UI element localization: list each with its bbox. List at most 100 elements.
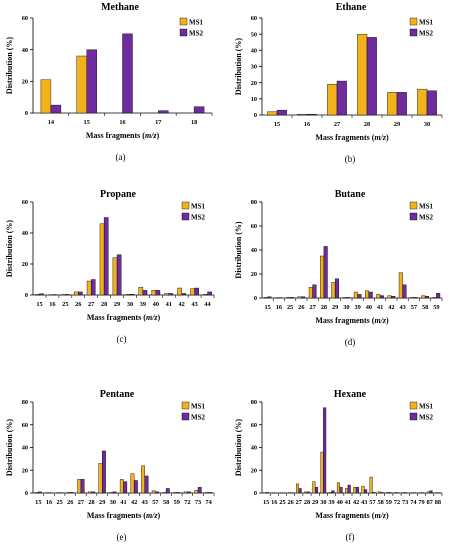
x-axis-label-part: )	[386, 316, 389, 325]
bar-ms2	[267, 296, 272, 299]
legend-swatch-ms1	[179, 17, 188, 26]
y-tick-label: 60	[22, 199, 28, 206]
x-axis-label-italic: m/z	[145, 131, 157, 140]
bar-ms2	[112, 491, 117, 494]
bar-ms1	[77, 479, 82, 494]
x-tick-label: 58	[422, 304, 428, 311]
x-axis-label-part: Mass fragments (	[87, 511, 146, 520]
x-tick-label: 14	[48, 119, 55, 126]
bar-ms1	[387, 92, 398, 116]
x-tick-label: 28	[304, 499, 310, 506]
y-tick-label: 20	[22, 467, 28, 474]
bar-ms1	[73, 291, 79, 296]
bar-ms1	[328, 492, 332, 494]
y-tick-label: 60	[251, 15, 257, 22]
y-tick-label: 20	[251, 80, 257, 87]
bar-ms2	[144, 475, 149, 494]
bar-ms1	[162, 492, 167, 494]
bar-ms1	[194, 489, 199, 494]
bar-ms2	[133, 480, 138, 494]
y-axis-label: Distribution (%)	[5, 419, 14, 476]
x-tick-label: 43	[361, 499, 367, 506]
legend-label-ms2: MS2	[191, 414, 206, 422]
x-tick-label: 88	[435, 499, 441, 506]
x-tick-label: 15	[263, 499, 269, 506]
x-tick-label: 30	[127, 301, 133, 308]
bar-ms1	[376, 294, 381, 299]
bar-ms2	[168, 293, 174, 296]
bar-ms2	[142, 290, 148, 296]
bar-ms1	[304, 491, 308, 494]
x-tick-label: 16	[271, 499, 277, 506]
x-tick-label: 27	[78, 499, 84, 506]
bar-ms1	[297, 113, 308, 116]
x-tick-label: 27	[334, 121, 340, 128]
x-axis-label-part: Mass fragments (	[315, 511, 374, 520]
x-tick-label: 57	[369, 499, 375, 506]
x-tick-label: 28	[364, 121, 370, 128]
panel-label: (d)	[345, 337, 356, 347]
bar-ms2	[276, 109, 287, 116]
x-tick-label: 15	[35, 499, 41, 506]
y-axis-label: Distribution (%)	[5, 220, 14, 277]
bar-ms2	[323, 246, 328, 299]
x-axis-label-part: Mass fragments (	[87, 313, 146, 322]
bar-ms2	[391, 296, 396, 299]
legend-swatch-ms2	[181, 212, 190, 221]
y-tick-label: 40	[22, 445, 28, 452]
bar-ms2	[265, 492, 269, 494]
x-tick-label: 57	[152, 499, 158, 506]
x-tick-label: 40	[153, 301, 159, 308]
x-tick-label: 16	[49, 301, 55, 308]
bar-ms1	[173, 492, 177, 494]
x-axis-label-italic: m/z	[374, 133, 386, 142]
bar-ms2	[103, 217, 109, 296]
x-tick-label: 26	[75, 301, 81, 308]
bar-ms2	[347, 484, 351, 494]
legend-label-ms1: MS1	[191, 403, 206, 411]
y-tick-label: 60	[22, 422, 28, 429]
bar-ms2	[314, 487, 319, 494]
bar-ms2	[194, 287, 199, 296]
y-axis-label: Distribution (%)	[5, 37, 14, 94]
bar-ms2	[346, 297, 351, 299]
bar-ms2	[306, 113, 317, 116]
bar-ms2	[355, 487, 359, 494]
bar-ms1	[417, 88, 428, 116]
chart-title: Ethane	[336, 2, 367, 13]
bar-ms2	[334, 278, 339, 299]
y-tick-label: 10	[251, 96, 257, 103]
bar-ms2	[436, 293, 441, 299]
bar-ms1	[402, 492, 406, 494]
bar-ms2	[426, 90, 437, 116]
x-tick-label: 41	[166, 301, 172, 308]
chart-panel-ethane: Ethane 0 10 20 30 40 50 60 15 16 27 28 29 30 Distribut…	[234, 2, 443, 164]
x-axis-label-part: )	[386, 133, 389, 142]
chart-title: Methane	[101, 2, 139, 13]
bar-ms2	[396, 92, 407, 116]
bar-ms2	[65, 294, 70, 296]
x-tick-label: 29	[332, 304, 338, 311]
bar-ms2	[155, 290, 161, 296]
x-tick-label: 73	[195, 499, 201, 506]
bar-ms2	[70, 492, 74, 494]
bar-ms2	[193, 106, 205, 114]
x-axis-label-part: )	[157, 131, 160, 140]
y-tick-label: 20	[22, 261, 28, 268]
y-axis-label: Distribution (%)	[234, 38, 243, 95]
x-tick-label: 29	[99, 499, 105, 506]
bar-ms1	[353, 291, 358, 299]
x-tick-label: 25	[62, 301, 68, 308]
bar-ms1	[336, 482, 340, 494]
y-tick-label: 40	[22, 230, 28, 237]
bar-ms1	[410, 297, 415, 299]
bar-ms1	[76, 55, 87, 114]
x-tick-label: 39	[140, 301, 146, 308]
bar-ms2	[336, 80, 347, 116]
x-axis-label-italic: m/z	[146, 313, 158, 322]
bar-ms1	[203, 294, 208, 296]
bar-ms1	[190, 288, 195, 296]
legend-label-ms1: MS1	[191, 203, 206, 211]
y-tick-label: 80	[22, 399, 28, 406]
y-tick-label: 30	[251, 64, 257, 71]
